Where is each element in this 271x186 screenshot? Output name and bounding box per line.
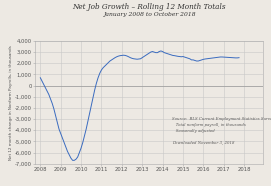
Text: Net Job Growth – Rolling 12 Month Totals: Net Job Growth – Rolling 12 Month Totals bbox=[72, 3, 226, 11]
Y-axis label: Net 12 month change in Nonfarm Payrolls, in thousands: Net 12 month change in Nonfarm Payrolls,… bbox=[9, 45, 13, 160]
Text: January 2008 to October 2018: January 2008 to October 2018 bbox=[103, 12, 195, 17]
Text: Source:  BLS Current Employment Statistics Survey
   Total nonfarm payroll, in t: Source: BLS Current Employment Statistic… bbox=[172, 117, 271, 144]
